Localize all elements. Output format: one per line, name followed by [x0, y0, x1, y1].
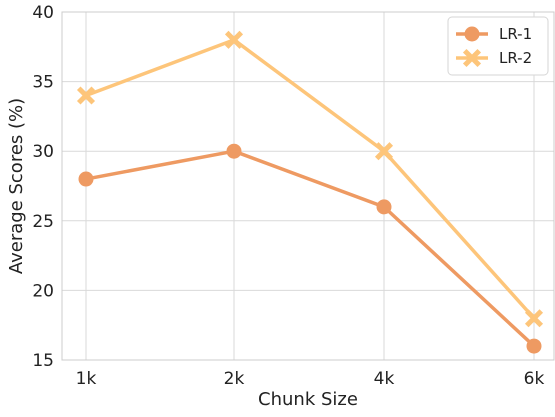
data-point: [374, 142, 394, 161]
y-tick-label: 25: [32, 212, 54, 232]
plot-frame: [61, 11, 555, 361]
data-point: [78, 171, 94, 187]
data-point: [224, 30, 244, 49]
series-line: [85, 149, 536, 348]
legend-marker: [462, 48, 482, 68]
legend-item-lr-2: LR-2: [456, 48, 532, 68]
y-axis-title: Average Scores (%): [6, 98, 27, 274]
y-tick-label: 40: [32, 3, 54, 23]
y-tick-label: 30: [32, 142, 54, 162]
x-axis-title: Chunk Size: [258, 389, 358, 410]
data-point: [76, 86, 96, 105]
legend-label: LR-2: [499, 49, 532, 67]
x-tick-label: 1k: [76, 369, 97, 389]
data-point: [526, 338, 542, 354]
legend-label: LR-1: [499, 25, 532, 43]
y-tick-label: 15: [32, 351, 54, 371]
x-tick-label: 4k: [374, 369, 395, 389]
data-point: [524, 309, 544, 328]
y-tick-label: 20: [32, 281, 54, 301]
legend-item-lr-1: LR-1: [456, 25, 532, 43]
legend-box: [447, 16, 549, 76]
x-tick-label: 6k: [524, 369, 545, 389]
series-group: [76, 30, 544, 354]
y-tick-label: 35: [32, 73, 54, 93]
x-tick-label: 2k: [224, 369, 245, 389]
data-point: [226, 143, 242, 159]
series-line: [85, 38, 536, 320]
legend: LR-1 LR-2: [447, 16, 549, 76]
series-lr-1: [78, 143, 542, 354]
data-point-stroke-b: [224, 30, 244, 49]
legend-marker: [464, 26, 480, 42]
data-point-stroke-b: [524, 309, 544, 328]
tick-labels: 15 20 25 30 35 40 1k 2k 4k 6k: [32, 3, 544, 389]
data-point-stroke-b: [76, 86, 96, 105]
legend-marker-stroke-b: [462, 48, 482, 68]
data-point-stroke-b: [374, 142, 394, 161]
data-point: [376, 199, 392, 215]
series-lr-2: [76, 30, 544, 328]
